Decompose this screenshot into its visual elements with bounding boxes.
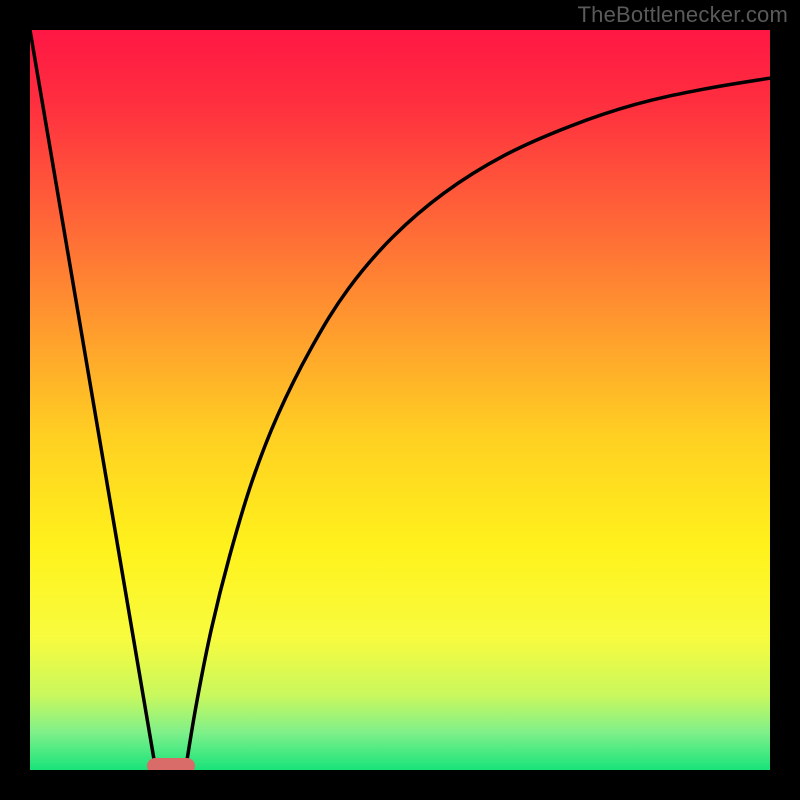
plot-area xyxy=(30,30,770,770)
chart-frame: TheBottlenecker.com xyxy=(0,0,800,800)
right-curve xyxy=(185,78,770,770)
bottleneck-marker xyxy=(147,758,195,770)
left-line xyxy=(30,30,156,770)
watermark-text: TheBottlenecker.com xyxy=(578,2,788,28)
curve-layer xyxy=(30,30,770,770)
